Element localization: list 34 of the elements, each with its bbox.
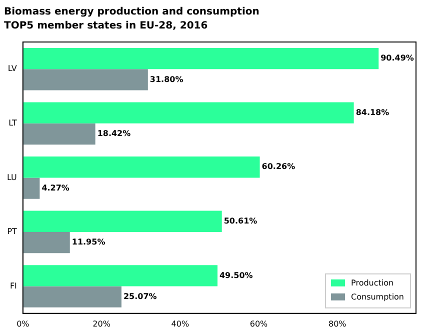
chart-subtitle: TOP5 member states in EU-28, 2016 [4, 20, 208, 32]
bar [22, 232, 70, 254]
bar [22, 69, 148, 90]
data-label: 31.80% [150, 74, 184, 84]
legend-label: Production [351, 278, 394, 288]
y-tick-label: LU [6, 172, 18, 182]
y-tick-label: FI [10, 281, 17, 290]
y-tick-label: PT [7, 227, 18, 236]
bar [22, 178, 40, 199]
data-label: 84.18% [356, 108, 390, 117]
data-label: 90.49% [380, 54, 414, 63]
data-label: 18.42% [97, 129, 131, 138]
chart-title: Biomass energy production and consumption [4, 6, 260, 18]
x-tick-label: 20% [92, 319, 111, 328]
bar [22, 156, 260, 178]
data-label: 25.07% [123, 292, 157, 301]
bar [22, 210, 222, 232]
data-label: 60.26% [262, 162, 296, 172]
data-label: 50.61% [224, 216, 258, 226]
bar [22, 102, 354, 124]
y-tick-label: LV [8, 64, 18, 74]
x-tick-label: 60% [250, 319, 268, 328]
bar [22, 286, 122, 308]
y-tick-label: LT [8, 118, 18, 128]
legend-label: Consumption [351, 292, 404, 302]
x-tick-label: 40% [171, 319, 190, 328]
bar [22, 265, 218, 286]
data-label: 11.95% [72, 238, 106, 247]
x-tick-label: 80% [328, 319, 347, 328]
data-label: 4.27% [42, 183, 70, 192]
x-tick-label: 0% [16, 319, 30, 328]
bar [22, 48, 379, 70]
data-label: 49.50% [219, 270, 253, 280]
bar [22, 123, 96, 145]
